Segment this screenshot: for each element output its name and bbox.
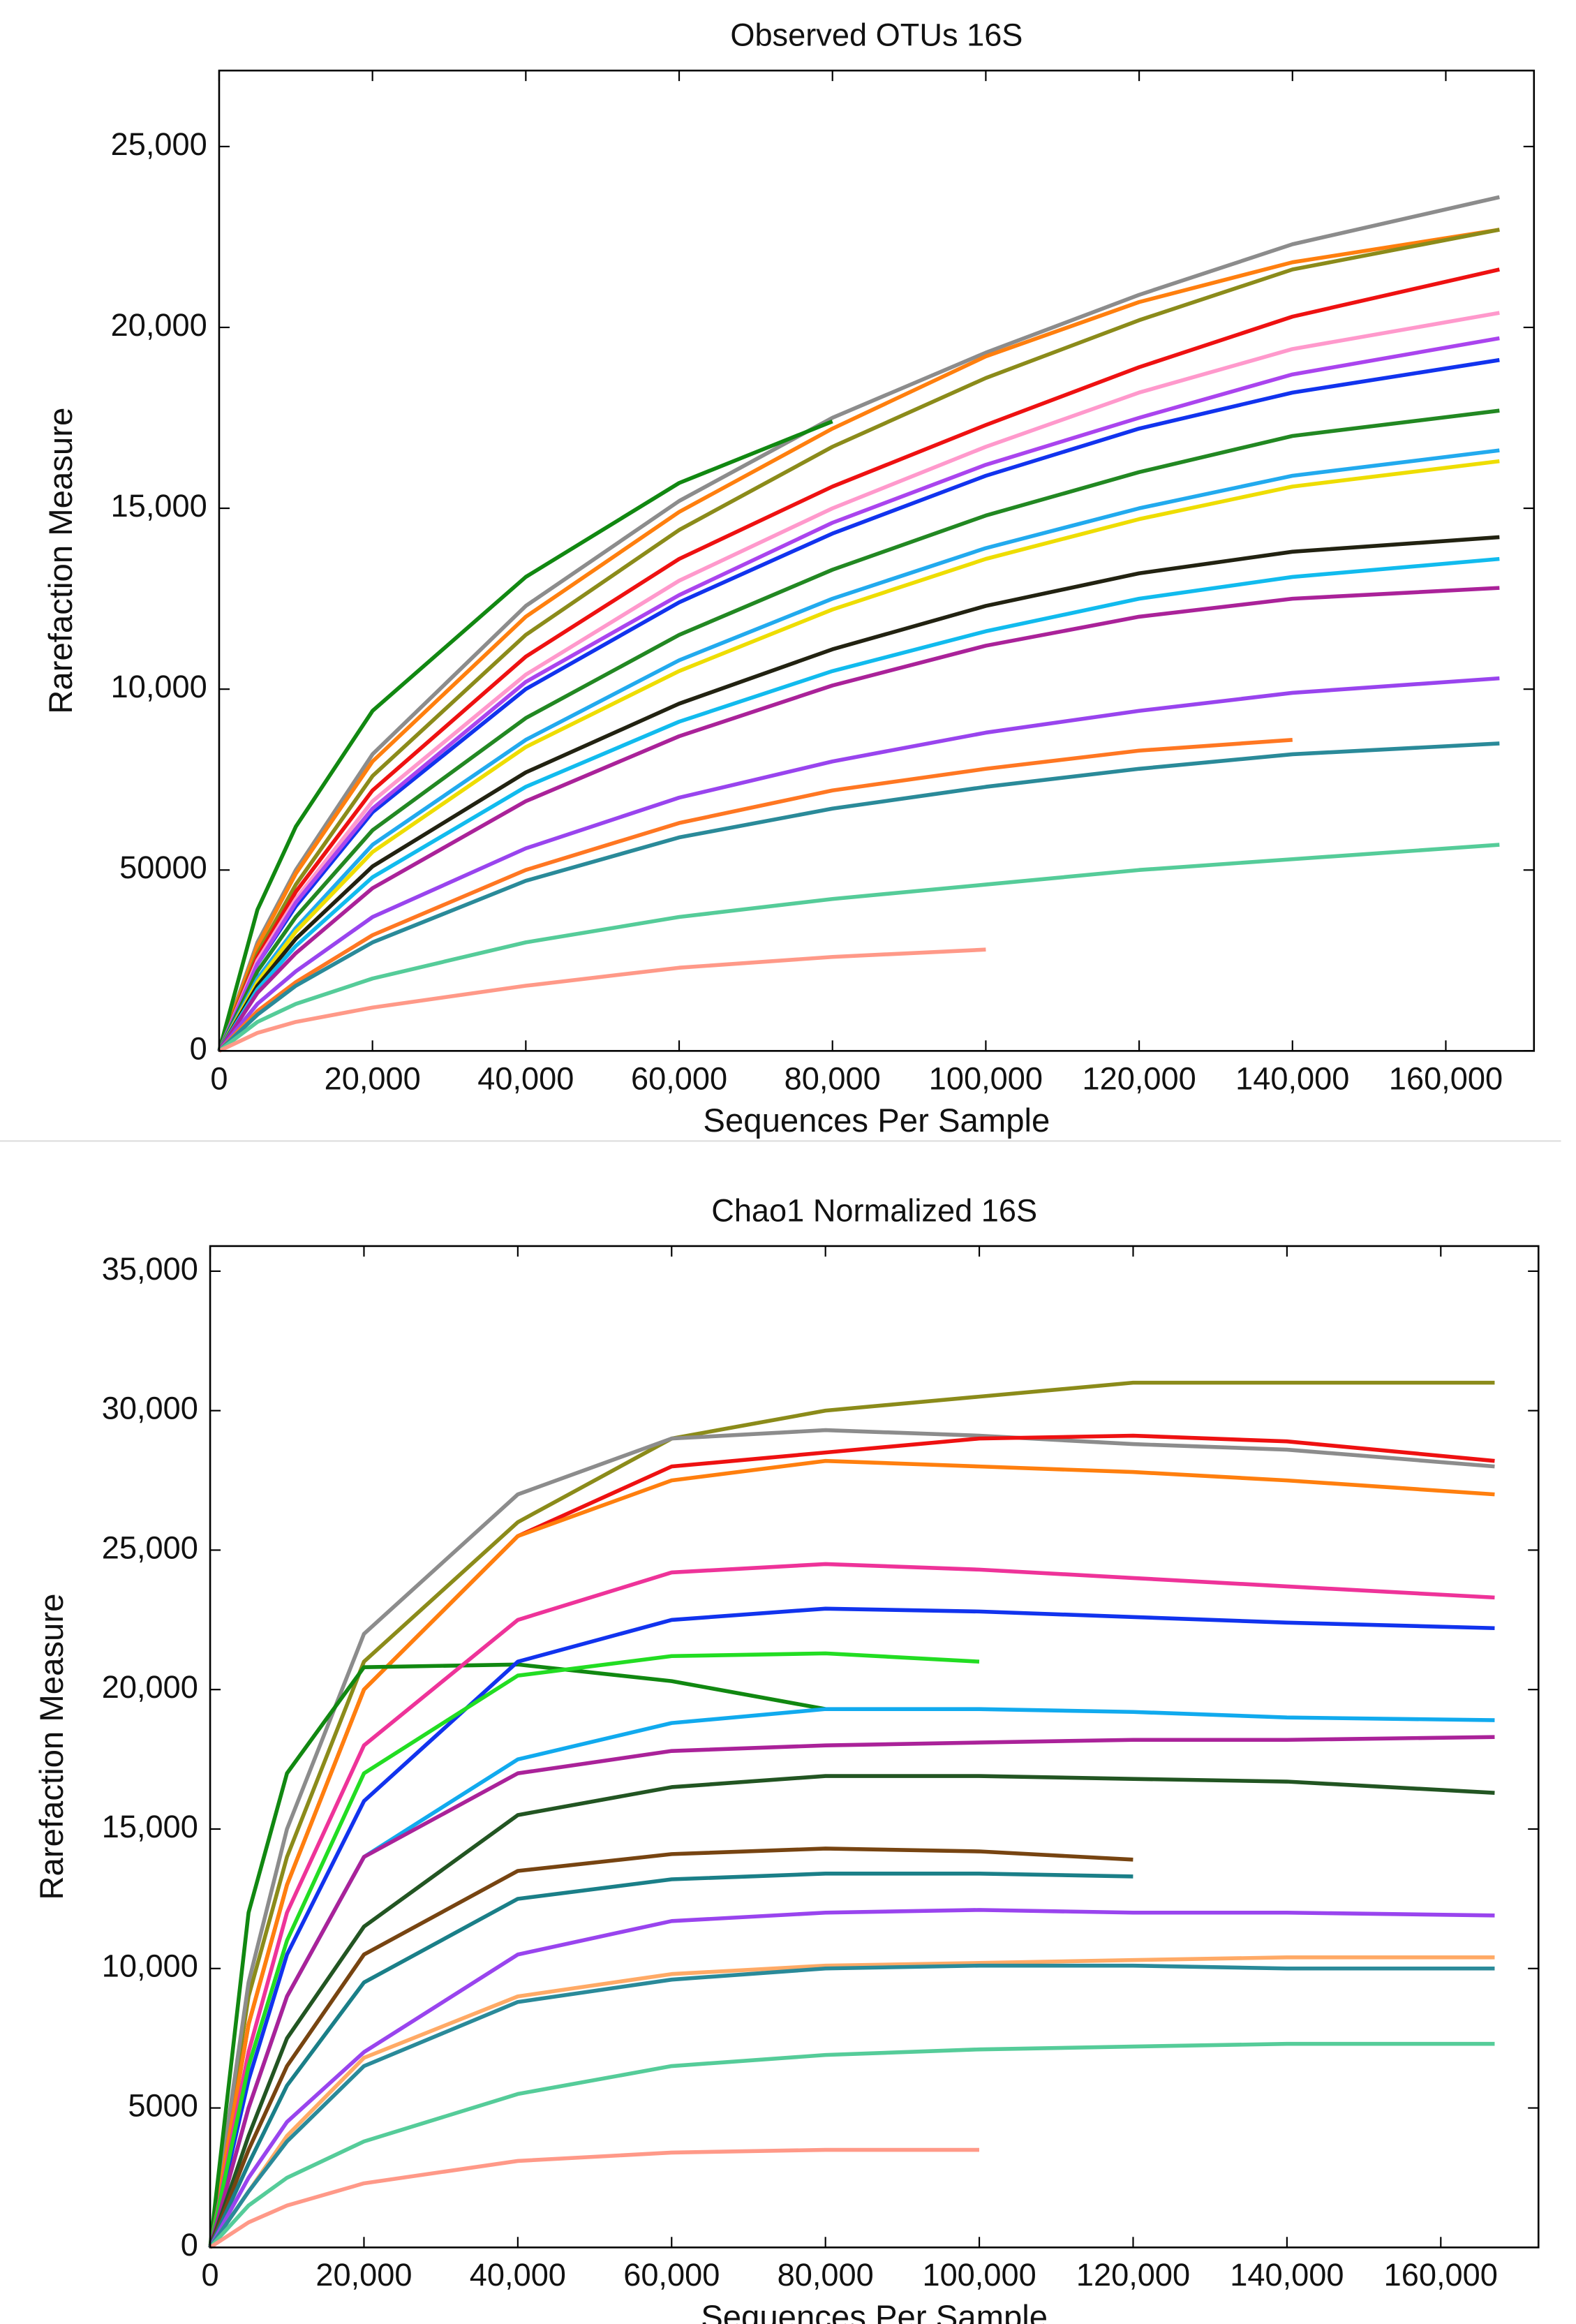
y-tick-label: 30,000 [102,1391,198,1426]
chart-title: Observed OTUs 16S [730,17,1023,53]
x-axis-label: Sequences Per Sample [703,1102,1050,1139]
series-line [209,2041,1495,2249]
series-line [208,1380,1495,2248]
series-line [208,1662,826,2248]
series-line [217,586,1500,1052]
series-line [217,228,1500,1052]
y-tick-label: 20,000 [102,1669,198,1705]
series-line [217,336,1500,1052]
x-tick-label: 120,000 [1082,1060,1196,1096]
series-line [217,357,1500,1052]
series-line [208,1955,1495,2249]
series-line [208,1707,1495,2249]
series-line [217,535,1500,1052]
series-line [217,311,1500,1052]
series-line [217,228,1500,1052]
x-tick-label: 80,000 [778,2257,874,2293]
x-tick-label: 0 [202,2257,219,2293]
x-tick-label: 140,000 [1230,2257,1344,2293]
series-line [217,459,1500,1052]
series-line [208,1846,1133,2249]
series-line [208,1735,1495,2249]
y-axis-label: Rarefaction Measure [43,408,80,714]
series-line [217,676,1500,1053]
plot-frame [209,1245,1540,2249]
x-tick-label: 20,000 [325,1060,421,1096]
x-tick-label: 120,000 [1076,2257,1190,2293]
series-line [208,1908,1495,2249]
x-axis-label: Sequences Per Sample [701,2299,1048,2324]
x-tick-label: 60,000 [623,2257,720,2293]
y-tick-label: 15,000 [102,1809,198,1844]
y-tick-label: 0 [190,1030,207,1066]
series-line [208,1963,1495,2249]
y-tick-label: 5000 [128,2087,198,2123]
series-line [218,843,1500,1053]
y-tick-label: 0 [181,2227,198,2263]
x-tick-label: 80,000 [785,1060,881,1096]
x-tick-label: 160,000 [1384,2257,1498,2293]
series-line [217,408,1500,1052]
series-line [208,1606,1495,2248]
series-line [217,267,1500,1052]
y-tick-label: 50000 [119,850,207,885]
series-line [208,1774,1495,2249]
y-tick-label: 10,000 [111,669,207,704]
x-tick-label: 40,000 [477,1060,574,1096]
x-tick-label: 0 [210,1060,228,1096]
y-tick-label: 10,000 [102,1948,198,1984]
y-tick-label: 25,000 [111,126,207,162]
y-tick-label: 15,000 [111,488,207,524]
series-line [208,1458,1495,2248]
series-line [217,737,1293,1053]
x-tick-label: 60,000 [631,1060,727,1096]
x-tick-label: 20,000 [315,2257,412,2293]
series-line [208,1433,1495,2248]
plot-frame [218,69,1536,1052]
series-line [217,420,833,1052]
x-tick-label: 100,000 [929,1060,1043,1096]
y-tick-label: 35,000 [102,1251,198,1287]
series-line [218,741,1500,1053]
x-tick-label: 160,000 [1389,1060,1503,1096]
series-line [208,1872,1133,2249]
series-line [217,195,1500,1052]
y-tick-label: 20,000 [111,307,207,343]
series-line [208,1428,1495,2248]
x-tick-label: 140,000 [1235,1060,1349,1096]
series-line [217,448,1500,1052]
y-axis-label: Rarefaction Measure [34,1594,70,1900]
series-line [208,1651,980,2248]
x-tick-label: 40,000 [470,2257,566,2293]
x-tick-label: 100,000 [922,2257,1036,2293]
y-tick-label: 25,000 [102,1530,198,1565]
series-line [218,947,986,1053]
series-line [208,1562,1495,2248]
series-line [217,556,1500,1052]
series-line [209,2147,979,2249]
chart-title: Chao1 Normalized 16S [711,1193,1037,1229]
